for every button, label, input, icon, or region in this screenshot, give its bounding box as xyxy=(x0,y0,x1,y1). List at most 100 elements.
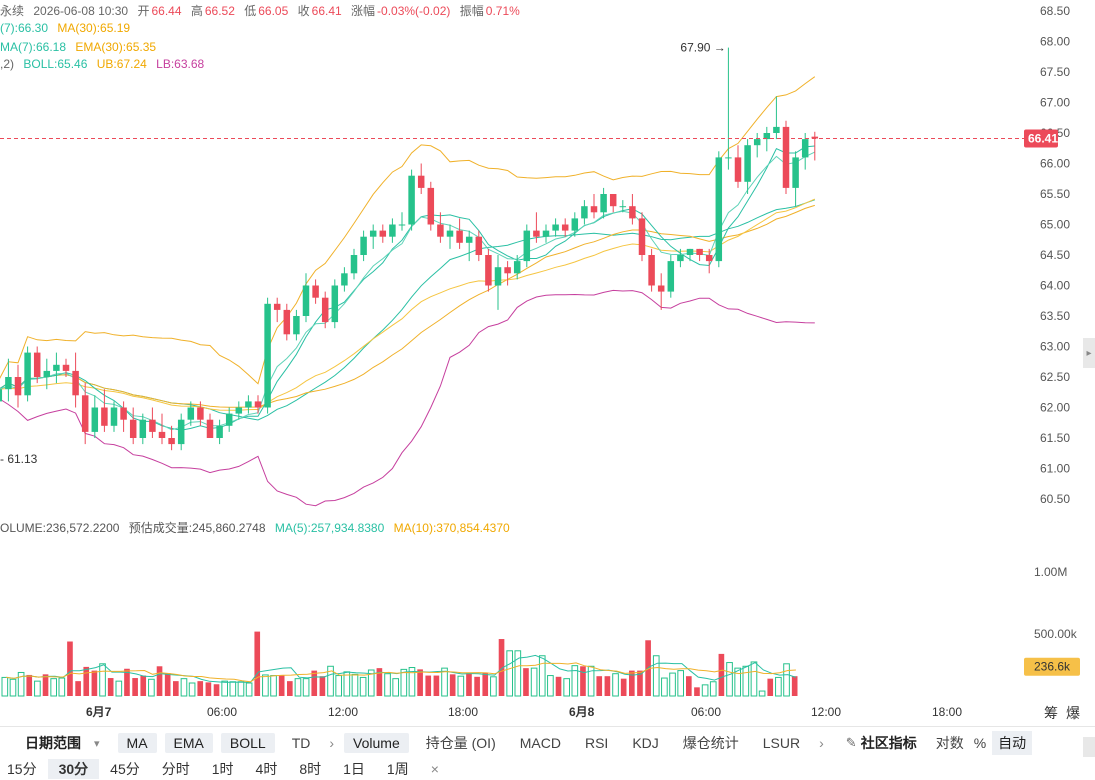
candle-body[interactable] xyxy=(456,230,463,243)
volume-bar[interactable] xyxy=(571,665,579,697)
volume-bar[interactable] xyxy=(490,676,497,697)
volume-bar[interactable] xyxy=(742,665,750,697)
volume-bar[interactable] xyxy=(498,639,505,696)
volume-bar[interactable] xyxy=(278,675,285,696)
volume-bar[interactable] xyxy=(604,676,611,696)
interval-1w[interactable]: 1周 xyxy=(386,761,409,777)
candle-body[interactable] xyxy=(293,316,300,335)
volume-bar[interactable] xyxy=(156,666,163,696)
candle-body[interactable] xyxy=(24,352,31,396)
volume-bar[interactable] xyxy=(506,650,514,697)
volume-bar[interactable] xyxy=(115,680,123,697)
volume-bar[interactable] xyxy=(694,687,700,696)
interval-1h[interactable]: 1时 xyxy=(211,761,234,777)
candle-body[interactable] xyxy=(129,419,137,438)
interval-45m[interactable]: 45分 xyxy=(110,761,140,777)
volume-bar[interactable] xyxy=(425,675,432,696)
volume-bar[interactable] xyxy=(205,682,212,696)
interval-1d[interactable]: 1日 xyxy=(343,761,365,777)
candle-body[interactable] xyxy=(427,187,435,225)
candle-body[interactable] xyxy=(139,419,147,438)
candle-body[interactable] xyxy=(312,285,319,298)
indicator-boll[interactable]: BOLL xyxy=(220,733,275,753)
volume-bar[interactable] xyxy=(709,681,717,697)
volume-bar[interactable] xyxy=(376,668,383,696)
volume-bar[interactable] xyxy=(351,673,359,697)
volume-bar[interactable] xyxy=(587,665,595,697)
volume-bar[interactable] xyxy=(237,681,245,697)
volume-bar[interactable] xyxy=(124,668,130,696)
volume-bar[interactable] xyxy=(669,672,676,697)
volume-bar[interactable] xyxy=(433,675,440,696)
volume-bar[interactable] xyxy=(319,676,326,696)
candle-body[interactable] xyxy=(571,218,579,231)
volume-bar[interactable] xyxy=(294,678,302,697)
volume-bar[interactable] xyxy=(26,674,33,696)
candle-body[interactable] xyxy=(216,425,223,438)
volume-bar[interactable] xyxy=(42,674,49,696)
volume-bar[interactable] xyxy=(652,655,660,697)
candle-body[interactable] xyxy=(475,236,483,255)
candle-body[interactable] xyxy=(120,407,127,420)
volume-bar[interactable] xyxy=(245,682,253,697)
volume-bar[interactable] xyxy=(530,667,538,697)
candle-body[interactable] xyxy=(465,236,473,243)
candle-body[interactable] xyxy=(417,175,425,188)
volume-bar[interactable] xyxy=(563,678,570,697)
candle-body[interactable] xyxy=(677,255,684,262)
volume-bar[interactable] xyxy=(677,670,684,697)
interval-4h[interactable]: 4时 xyxy=(255,761,278,777)
candle-body[interactable] xyxy=(43,370,51,377)
candle-body[interactable] xyxy=(369,230,377,237)
volume-bar[interactable] xyxy=(767,678,774,696)
candle-body[interactable] xyxy=(513,261,521,274)
volume-bar[interactable] xyxy=(9,678,17,697)
volume-bar[interactable] xyxy=(75,681,81,696)
volume-bar[interactable] xyxy=(254,631,261,696)
volume-bar[interactable] xyxy=(17,671,25,697)
candle-body[interactable] xyxy=(782,126,790,188)
candle-body[interactable] xyxy=(5,377,12,390)
candle-body[interactable] xyxy=(494,267,502,286)
candle-body[interactable] xyxy=(581,206,588,219)
volume-bar[interactable] xyxy=(83,666,90,696)
auto-scale-toggle[interactable]: 自动 xyxy=(992,731,1033,755)
chevron-down-icon[interactable]: ▾ xyxy=(94,737,100,750)
indicator-liquidation[interactable]: 爆仓统计 xyxy=(682,735,739,751)
candle-body[interactable] xyxy=(696,248,703,255)
panel-expand-handle[interactable]: ▸ xyxy=(1083,338,1095,368)
candle-body[interactable] xyxy=(619,206,627,208)
candle-body[interactable] xyxy=(389,224,396,237)
volume-bar[interactable] xyxy=(726,662,733,697)
indicator-rsi[interactable]: RSI xyxy=(584,735,609,751)
volume-bar[interactable] xyxy=(580,666,586,696)
volume-bar[interactable] xyxy=(229,681,237,697)
candle-body[interactable] xyxy=(33,352,41,377)
candle-body[interactable] xyxy=(225,413,233,426)
volume-bar[interactable] xyxy=(750,661,758,697)
candle-body[interactable] xyxy=(667,261,675,292)
candle-body[interactable] xyxy=(168,438,175,445)
volume-bar[interactable] xyxy=(400,668,408,697)
volume-bar[interactable] xyxy=(718,653,725,696)
indicator-kdj[interactable]: KDJ xyxy=(632,735,659,751)
candle-body[interactable] xyxy=(638,218,646,255)
volume-bar[interactable] xyxy=(441,667,448,697)
candle-body[interactable] xyxy=(744,145,751,182)
close-icon[interactable]: × xyxy=(430,761,439,777)
candle-body[interactable] xyxy=(657,285,665,292)
candle-body[interactable] xyxy=(110,407,118,426)
candle-body[interactable] xyxy=(72,370,79,396)
candle-body[interactable] xyxy=(437,224,444,237)
candle-body[interactable] xyxy=(792,157,799,188)
volume-bar[interactable] xyxy=(327,665,334,697)
volume-bar[interactable] xyxy=(637,670,643,696)
log-scale-toggle[interactable]: 对数 xyxy=(935,735,964,751)
scroll-handle[interactable] xyxy=(1083,737,1095,757)
candle-body[interactable] xyxy=(600,194,607,213)
candle-body[interactable] xyxy=(552,224,559,231)
candle-body[interactable] xyxy=(283,309,291,335)
volume-bar[interactable] xyxy=(270,675,277,697)
volume-bar[interactable] xyxy=(99,663,106,697)
volume-bar[interactable] xyxy=(1,676,9,697)
